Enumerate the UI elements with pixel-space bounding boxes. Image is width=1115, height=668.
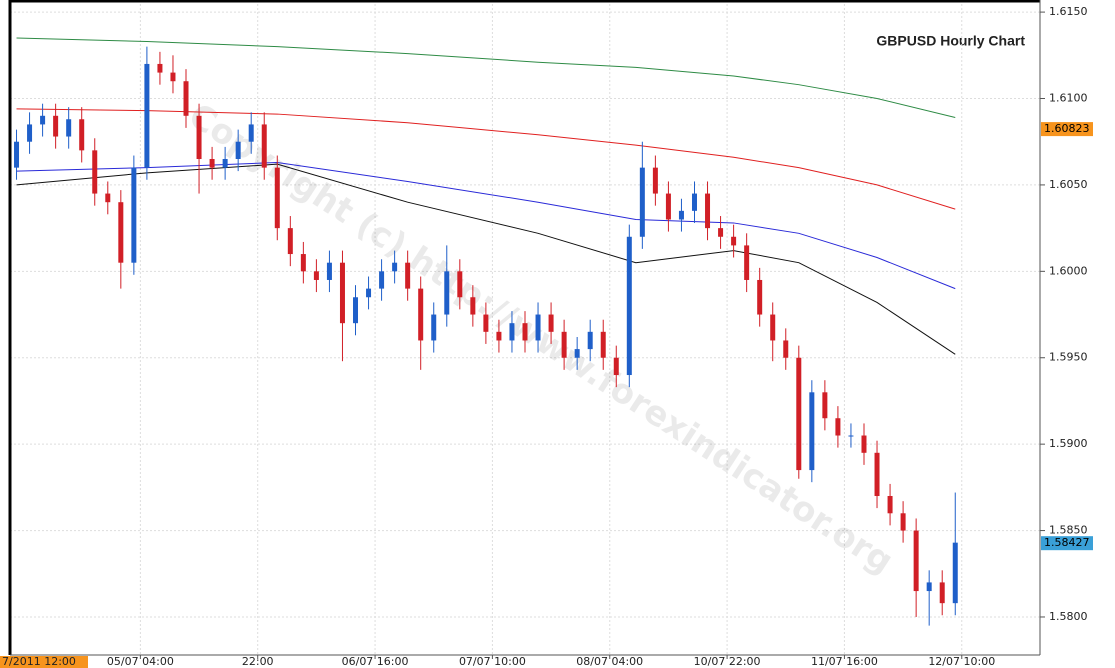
candle-body xyxy=(600,331,606,358)
chart-title: GBPUSD Hourly Chart xyxy=(876,33,1025,49)
price-marker-label: 1.60823 xyxy=(1044,122,1090,135)
candle-body xyxy=(431,314,437,341)
candle-body xyxy=(783,340,789,358)
y-tick-label: 1.5800 xyxy=(1049,610,1088,623)
candle-body xyxy=(796,357,802,471)
candle-body xyxy=(822,392,828,419)
candle-body xyxy=(66,119,72,137)
candle-body xyxy=(170,72,176,82)
candle-body xyxy=(196,115,202,159)
candle-body xyxy=(496,331,502,341)
x-tick-label: 11/07 16:00 xyxy=(811,655,878,668)
candle-body xyxy=(639,167,645,237)
candle-body xyxy=(522,323,528,341)
candle-body xyxy=(809,392,815,471)
candle-body xyxy=(235,141,241,159)
candle-body xyxy=(144,63,150,168)
candle-body xyxy=(561,331,567,358)
candle-body xyxy=(470,297,476,315)
y-tick-label: 1.6100 xyxy=(1049,92,1088,105)
candle-body xyxy=(157,63,163,73)
y-tick-label: 1.6150 xyxy=(1049,5,1088,18)
candle-body xyxy=(770,314,776,341)
y-tick-label: 1.5900 xyxy=(1049,437,1088,450)
candle-body xyxy=(457,271,463,298)
y-tick-label: 1.6000 xyxy=(1049,264,1088,277)
candle-body xyxy=(939,582,945,604)
candle-body xyxy=(418,288,424,341)
candle-body xyxy=(535,314,541,341)
candle-body xyxy=(300,254,306,272)
moving-average xyxy=(16,108,956,210)
cursor-label: 7/2011 12:00 xyxy=(2,655,76,668)
price-marker xyxy=(1041,536,1093,551)
x-tick-label: 07/07 10:00 xyxy=(459,655,526,668)
x-tick-label: 12/07 10:00 xyxy=(928,655,995,668)
x-tick-label: 05/07 04:00 xyxy=(107,655,174,668)
candle-body xyxy=(287,228,293,255)
candle-body xyxy=(574,349,580,358)
candle-body xyxy=(40,115,46,125)
candle-body xyxy=(548,314,554,332)
candle-body xyxy=(861,435,867,453)
candle-body xyxy=(731,236,737,246)
candle-body xyxy=(835,418,841,436)
candle-body xyxy=(757,279,763,315)
candle-body xyxy=(209,158,215,168)
candle-body xyxy=(744,245,750,280)
candle-body xyxy=(613,357,619,376)
candle-body xyxy=(483,314,489,332)
candle-body xyxy=(339,262,345,324)
candle-body xyxy=(691,193,697,211)
candle-body xyxy=(887,496,893,514)
candle-body xyxy=(353,297,359,324)
candle-body xyxy=(874,452,880,497)
candle-body xyxy=(678,210,684,220)
candle-body xyxy=(392,262,398,272)
candle-body xyxy=(718,228,724,237)
candle-body xyxy=(274,167,280,229)
candle-body xyxy=(366,288,372,298)
price-marker xyxy=(1041,122,1093,137)
candle-body xyxy=(626,236,632,376)
cursor-label-box xyxy=(0,656,88,668)
candle-body xyxy=(222,158,228,168)
candle-body xyxy=(926,582,932,592)
x-tick-label: 10/07 22:00 xyxy=(694,655,761,668)
candle-body xyxy=(379,271,385,289)
candle-body xyxy=(913,530,919,592)
candle-body xyxy=(405,262,411,289)
candle-body xyxy=(587,331,593,350)
x-tick-label: 22:00 xyxy=(242,655,274,668)
candle-body xyxy=(261,124,267,168)
candle-body xyxy=(183,81,189,116)
x-tick-label: 08/07 04:00 xyxy=(576,655,643,668)
candle-body xyxy=(326,262,332,280)
candle-body xyxy=(14,141,20,168)
candle-body xyxy=(313,271,319,280)
x-tick-label: 06/07 16:00 xyxy=(342,655,409,668)
candle-body xyxy=(27,124,33,142)
candle-body xyxy=(118,202,124,263)
y-tick-label: 1.6050 xyxy=(1049,178,1088,191)
candle-body xyxy=(509,323,515,341)
candle-body xyxy=(952,542,958,604)
moving-average xyxy=(16,37,956,119)
candle-body xyxy=(665,193,671,220)
candle-body xyxy=(705,193,711,229)
candle-body xyxy=(900,513,906,531)
candle-body xyxy=(105,193,111,203)
candle-body xyxy=(652,167,658,194)
candle-body xyxy=(92,150,98,194)
candle-body xyxy=(53,115,59,137)
candle-body xyxy=(131,167,137,263)
candle-body xyxy=(79,119,85,151)
candle-body xyxy=(248,124,254,142)
candle-body xyxy=(848,435,854,437)
price-marker-label: 1.58427 xyxy=(1044,536,1090,549)
y-tick-label: 1.5850 xyxy=(1049,524,1088,537)
y-tick-label: 1.5950 xyxy=(1049,351,1088,364)
candle-body xyxy=(444,271,450,315)
